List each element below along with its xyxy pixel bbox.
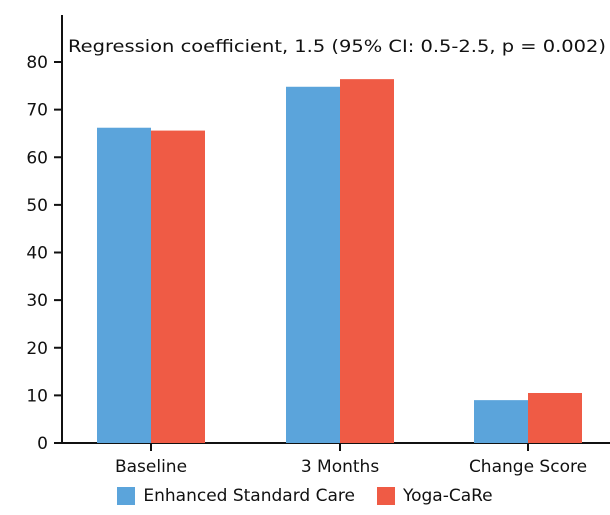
legend-label-enhanced-standard-care: Enhanced Standard Care xyxy=(143,486,355,506)
y-tick-label: 40 xyxy=(26,244,48,264)
x-axis: Baseline 3 Months Change Score xyxy=(62,442,610,477)
x-category-label: 3 Months xyxy=(301,457,380,477)
legend-item-enhanced-standard-care: Enhanced Standard Care xyxy=(117,486,355,506)
y-tick-label: 80 xyxy=(26,53,48,73)
y-tick-label: 60 xyxy=(26,148,48,168)
legend-item-yoga-care: Yoga-CaRe xyxy=(376,486,493,506)
x-category-label: Baseline xyxy=(115,457,187,477)
bar-yoga-care-3-months xyxy=(340,79,394,444)
legend-swatch-yoga-care xyxy=(376,487,395,505)
legend-swatch-enhanced-standard-care xyxy=(117,487,136,505)
legend: Enhanced Standard Care Yoga-CaRe xyxy=(0,486,610,506)
y-tick-label: 70 xyxy=(26,101,48,121)
bar-yoga-care-baseline xyxy=(151,130,205,443)
y-tick-label: 20 xyxy=(26,339,48,359)
bar-enhanced-standard-care-3-months xyxy=(286,86,340,443)
y-tick-label: 10 xyxy=(26,386,48,406)
bar-enhanced-standard-care-baseline xyxy=(97,127,151,443)
y-tick-label: 50 xyxy=(26,196,48,216)
y-tick-label: 0 xyxy=(37,434,48,454)
regression-annotation: Regression coefficient, 1.5 (95% CI: 0.5… xyxy=(68,37,606,57)
legend-label-yoga-care: Yoga-CaRe xyxy=(402,486,493,506)
bar-yoga-care-change-score xyxy=(528,392,582,443)
bar-enhanced-standard-care-change-score xyxy=(474,400,528,443)
y-tick-label: 30 xyxy=(26,291,48,311)
x-category-label: Change Score xyxy=(469,457,587,477)
y-axis: 0 10 20 30 40 50 60 70 80 xyxy=(26,15,63,454)
bar-chart: 0 10 20 30 40 50 60 70 80 Baseline 3 Months Change… xyxy=(26,15,610,477)
bars xyxy=(97,79,582,444)
